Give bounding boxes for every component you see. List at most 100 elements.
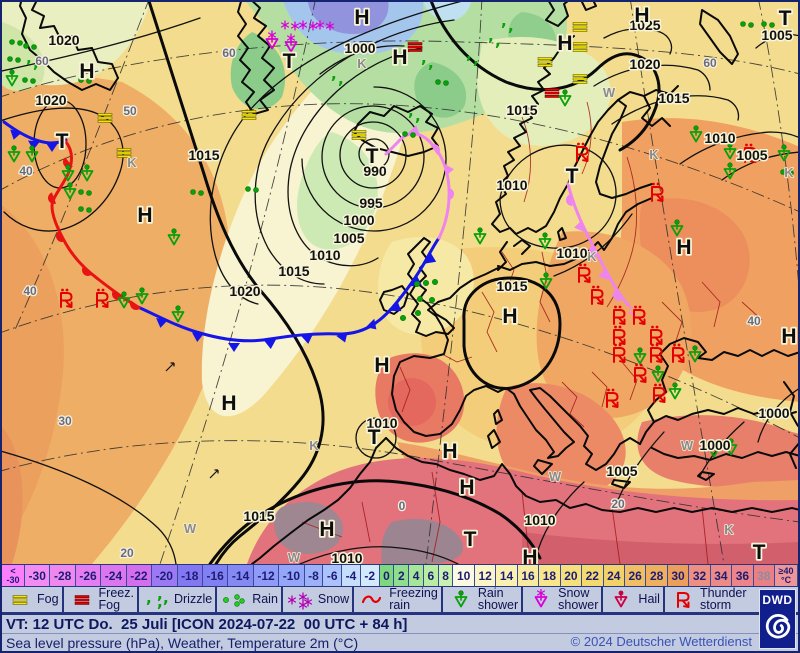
airmass-label: K [649,147,659,162]
svg-text:,: , [495,32,501,50]
legend-item-drizzle: ,,,, Drizzle [139,587,218,612]
dot1-symbol [431,278,439,286]
high-center-label: H [392,46,407,69]
rshower-symbol [668,382,682,400]
svg-text:,: , [157,589,163,603]
low-center-label: T [56,130,69,153]
occluded-front [566,182,630,307]
low-center-label: T [366,145,379,168]
high-center-label: H [634,4,649,27]
isobar-label: 1010 [366,415,397,431]
rshower-symbol [633,347,647,365]
low-center-label: T [753,541,766,564]
scale-cell: 20 [560,565,583,586]
scale-cell: 4 [409,565,424,586]
temperature-field [2,2,798,564]
rshower-symbol [63,182,77,200]
product-title-line: Sea level pressure (hPa), Weather, Tempe… [2,633,798,651]
front-bump [336,331,348,343]
isobar-label: 1000 [758,405,789,421]
rshower-symbol [167,228,181,246]
dwd-spiral-icon [765,613,790,639]
low-center-label: T [368,426,381,449]
dots2-symbol [402,131,416,138]
thunder-symbol [613,305,626,325]
legend-item-freezing-rain: Freezing rain [354,585,443,612]
high-center-label: H [442,440,457,463]
freezing-rain-icon [362,595,382,603]
front-bump [574,220,585,232]
dot1-symbol [428,296,436,304]
fog-symbol [241,110,257,120]
isobar-label: 1005 [761,27,792,43]
rshower-symbol [724,438,738,456]
front-bump [598,268,609,280]
high-center-label: H [319,518,334,541]
thunder-symbol [651,182,664,202]
svg-text:,: , [421,49,427,67]
front-bump [365,318,377,330]
legend-item-fog: Fog [2,587,64,612]
rshower-symbol [473,227,487,245]
front-bump [56,231,66,242]
low-center-label: T [464,528,477,551]
isobar-label: 1020 [229,283,260,299]
svg-text:,: , [501,12,507,30]
fzfog-symbol [544,88,560,98]
isobar-label: 1005 [333,230,364,246]
cold-front [136,236,441,343]
isobar-label: 995 [359,195,383,211]
legend-label: Freezing rain [389,585,438,612]
dot1-symbol [399,314,407,322]
high-center-label: H [137,204,152,227]
scale-cell: 36 [732,565,754,586]
dots2-symbol [435,79,449,86]
front-bump [301,334,313,344]
scale-cell: -24 [101,565,127,586]
scale-cell: 6 [423,565,439,586]
graticule-label: 40 [23,284,37,298]
dots2-symbol [740,21,754,28]
scale-cell: -18 [177,565,203,586]
pressure-labels: 1020102010151000990995100010051010101510… [34,16,794,565]
graticule-label: 0 [399,499,406,513]
dots2-symbol [78,206,92,213]
scale-cell: ≥40 °C [775,565,798,586]
isobar-label: 990 [363,163,387,179]
drizzle2-symbol: ,, [488,27,501,50]
isobar-label: 1015 [658,90,689,106]
isobar-label: 1015 [278,263,309,279]
rshower-symbol [7,145,21,163]
front-bump [156,317,168,328]
high-center-label: H [459,476,474,499]
fog-symbol [572,74,588,84]
scale-cell: -20 [152,565,178,586]
dots2-symbol [9,39,23,46]
front-bump [63,157,73,168]
scale-cell: 0 [379,565,395,586]
snow2-symbol [280,20,300,31]
dots2-symbol [23,43,37,50]
legend-label: Rain shower [477,585,519,612]
front-bump [48,192,57,204]
svg-text:,: , [338,70,344,88]
legend-item-thunderstorm: Thunder storm [665,585,750,612]
scale-cell: -26 [75,565,102,586]
low-center-label: T [566,165,579,188]
isobar-label: 1020 [35,92,66,108]
scale-cell: 18 [539,565,561,586]
front-bump [28,140,40,150]
front-bump [589,245,597,257]
isobar-label: 1010 [704,130,735,146]
thunder-symbol [650,325,663,345]
high-center-label: H [557,32,572,55]
dots2-symbol [245,186,259,193]
thunder-symbol [744,143,757,163]
thunderstorm-icon [676,591,690,608]
drizzle-icon: ,,,, [146,589,169,611]
isobars-bold [147,2,661,564]
legend-label: Thunder storm [699,585,747,612]
airmass-label: W [184,521,197,536]
